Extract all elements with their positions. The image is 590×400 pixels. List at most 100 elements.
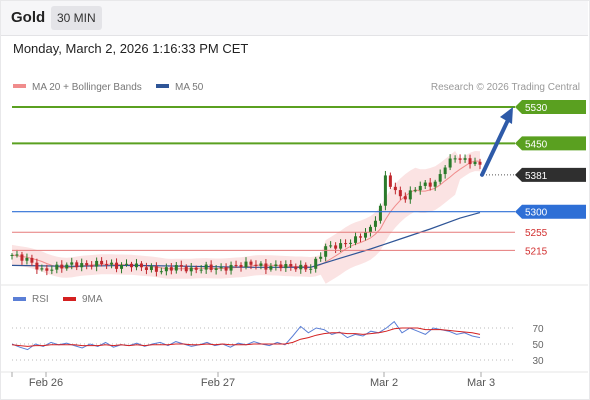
price-level-5300: 5300: [12, 204, 586, 219]
level-label: 5215: [525, 246, 548, 257]
candle: [85, 260, 89, 270]
candle: [403, 192, 407, 203]
candle: [359, 233, 363, 243]
candle: [100, 257, 104, 267]
candle-body: [398, 190, 402, 197]
candle-body: [423, 182, 427, 186]
rsi-tick-label: 70: [532, 324, 544, 335]
candle: [319, 252, 323, 262]
candle-body: [179, 265, 183, 267]
candle: [169, 263, 173, 275]
candle-body: [274, 264, 278, 267]
candle: [95, 257, 99, 272]
candle: [368, 224, 372, 237]
candle: [75, 260, 79, 271]
candle: [468, 154, 472, 169]
candle-body: [50, 269, 54, 271]
candle-body: [378, 205, 382, 221]
price-level-5530: 5530: [12, 100, 586, 114]
candle-body: [184, 266, 188, 272]
candle-body: [393, 186, 397, 191]
candle-body: [110, 262, 114, 265]
candle: [80, 258, 84, 272]
candle-body: [418, 185, 422, 191]
candle-body: [249, 261, 253, 265]
candle-body: [463, 158, 467, 160]
rsi-tick-label: 50: [532, 340, 544, 351]
candle: [179, 260, 183, 272]
candle-body: [129, 263, 133, 268]
candle-body: [149, 266, 153, 270]
price-level-5255: 5255: [12, 228, 548, 239]
candle: [284, 260, 288, 272]
candle: [60, 260, 64, 273]
rsi-pane: 70 50 30: [11, 320, 544, 367]
candle-body: [383, 175, 387, 206]
candle-body: [349, 242, 353, 244]
candle: [334, 242, 338, 254]
candle: [184, 264, 188, 274]
candle: [354, 232, 358, 246]
candle: [438, 169, 442, 185]
candle-body: [75, 262, 79, 268]
price-pane: 5530 5450 5381 5300 5255 5215: [10, 100, 586, 284]
candle-body: [204, 264, 208, 270]
candle-body: [199, 269, 203, 271]
candle: [388, 172, 392, 190]
x-tick-label: Mar 2: [370, 377, 398, 389]
candle-body: [194, 267, 198, 270]
candle: [473, 157, 477, 167]
candle: [299, 260, 303, 274]
candle-body: [443, 167, 447, 175]
candle: [264, 259, 268, 275]
candle: [229, 261, 233, 275]
candle-body: [95, 260, 99, 267]
x-tick-label: Feb 27: [201, 377, 235, 389]
candle: [314, 256, 318, 273]
level-tag: [515, 100, 586, 114]
candle: [35, 258, 39, 274]
candle: [344, 239, 348, 248]
candle-body: [403, 196, 407, 200]
candle: [10, 253, 14, 260]
candle: [289, 259, 293, 271]
level-label: 5255: [525, 228, 548, 239]
level-label: 5300: [525, 208, 548, 219]
candle-body: [219, 267, 223, 269]
candle-body: [244, 261, 248, 268]
candle-body: [10, 254, 14, 256]
candle-body: [20, 254, 24, 261]
interval-selector[interactable]: 30 MIN: [51, 6, 102, 30]
candle: [144, 262, 148, 275]
candle-body: [453, 158, 457, 160]
candle: [194, 265, 198, 274]
candle-body: [40, 268, 44, 270]
candle: [269, 263, 273, 272]
candle-body: [85, 263, 89, 266]
candle: [50, 265, 54, 275]
candle: [159, 267, 163, 275]
candle: [219, 263, 223, 272]
candle-body: [35, 262, 39, 270]
candle-body: [279, 264, 283, 269]
candle: [164, 263, 168, 276]
candle: [115, 258, 119, 273]
ma50-legend-swatch: [156, 84, 169, 88]
candle-body: [354, 236, 358, 243]
candle-body: [478, 161, 482, 165]
level-label: 5450: [525, 139, 548, 150]
candle: [105, 260, 109, 269]
candle-body: [139, 263, 143, 268]
candle: [274, 260, 278, 271]
candle-body: [329, 245, 333, 247]
price-level-5381: 5381: [480, 167, 586, 182]
candle: [174, 262, 178, 274]
candle: [393, 182, 397, 195]
ma50-legend-label: MA 50: [175, 82, 204, 93]
candle-body: [45, 268, 49, 271]
candle: [428, 178, 432, 191]
candle: [30, 254, 34, 266]
candle: [443, 165, 447, 179]
rsi-legend-swatch: [13, 297, 26, 301]
